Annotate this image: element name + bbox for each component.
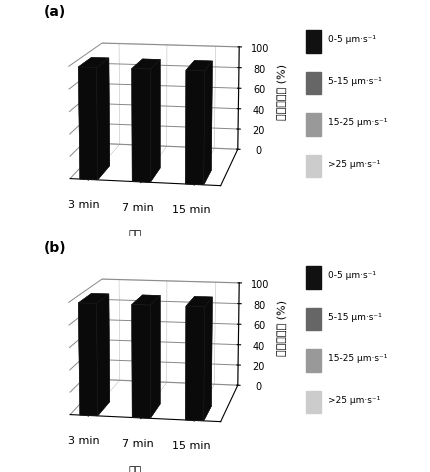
Text: 0-5 μm·s⁻¹: 0-5 μm·s⁻¹ (329, 271, 376, 280)
FancyBboxPatch shape (306, 30, 321, 53)
FancyBboxPatch shape (306, 391, 321, 413)
FancyBboxPatch shape (306, 308, 321, 330)
X-axis label: 时间: 时间 (128, 230, 141, 240)
FancyBboxPatch shape (306, 266, 321, 289)
Text: >25 μm·s⁻¹: >25 μm·s⁻¹ (329, 396, 381, 405)
FancyBboxPatch shape (306, 349, 321, 372)
Text: (b): (b) (44, 241, 66, 254)
FancyBboxPatch shape (306, 155, 321, 177)
Text: (a): (a) (44, 5, 66, 18)
Text: 0-5 μm·s⁻¹: 0-5 μm·s⁻¹ (329, 35, 376, 44)
X-axis label: 时间: 时间 (128, 466, 141, 472)
Text: >25 μm·s⁻¹: >25 μm·s⁻¹ (329, 160, 381, 169)
Text: 5-15 μm·s⁻¹: 5-15 μm·s⁻¹ (329, 76, 382, 86)
Text: 5-15 μm·s⁻¹: 5-15 μm·s⁻¹ (329, 312, 382, 322)
Text: 15-25 μm·s⁻¹: 15-25 μm·s⁻¹ (329, 118, 388, 127)
Text: 15-25 μm·s⁻¹: 15-25 μm·s⁻¹ (329, 354, 388, 363)
FancyBboxPatch shape (306, 113, 321, 136)
FancyBboxPatch shape (306, 72, 321, 94)
